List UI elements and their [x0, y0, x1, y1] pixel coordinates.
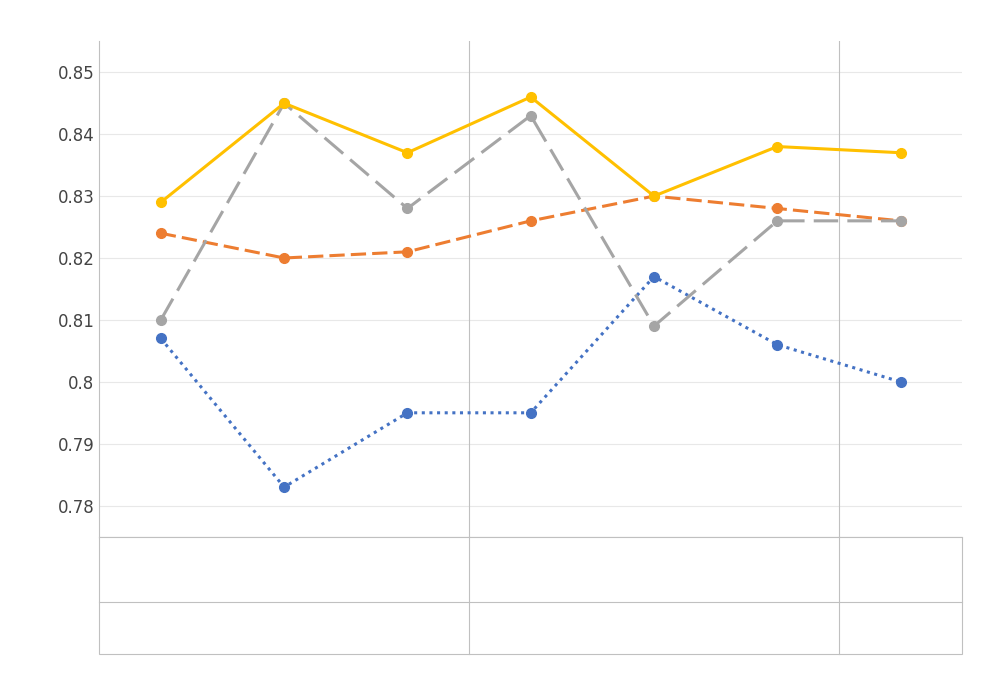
Text: F1: F1: [398, 562, 417, 577]
Text: 整体: 整体: [891, 619, 911, 637]
Text: Precision: Precision: [496, 562, 565, 577]
Text: 差评: 差评: [644, 619, 664, 637]
Text: 好评: 好评: [274, 619, 295, 637]
Text: Recall: Recall: [261, 562, 308, 577]
Text: Recall: Recall: [631, 562, 677, 577]
Text: F1: F1: [768, 562, 787, 577]
Text: Accuracy: Accuracy: [866, 562, 935, 577]
Text: Precision: Precision: [127, 562, 195, 577]
